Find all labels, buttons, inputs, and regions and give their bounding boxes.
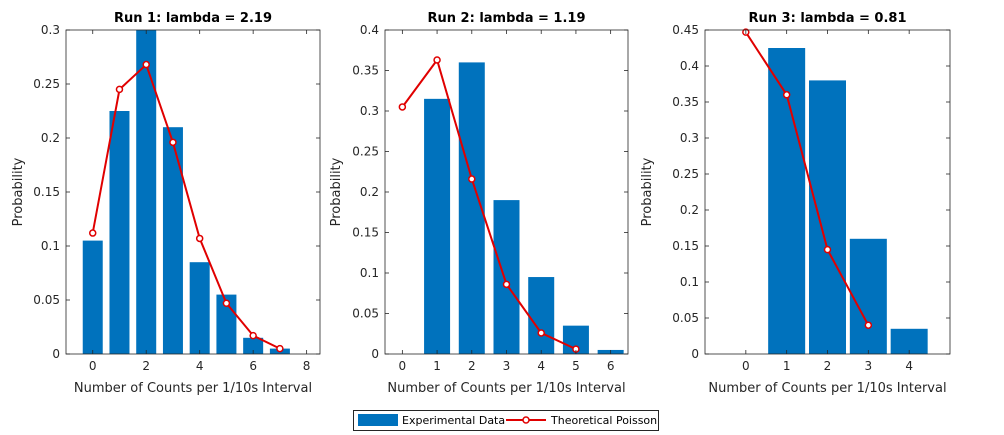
chart-title: Run 3: lambda = 0.81 bbox=[749, 11, 907, 26]
chart-panel-3: 0 0.05 0.1 0.15 0.2 0.25 0.3 0.35 0.4 0.45 0 1 2 3 4 Ru… bbox=[640, 11, 951, 396]
poisson-point bbox=[115, 85, 124, 94]
x-tick-label: 6 bbox=[249, 359, 257, 373]
bar bbox=[849, 238, 887, 354]
y-tick-label: 0.45 bbox=[672, 23, 699, 37]
y-tick-label: 0.3 bbox=[680, 131, 699, 145]
bar bbox=[768, 48, 806, 354]
legend-label-experimental: Experimental Data bbox=[402, 414, 505, 427]
x-tick-label: 1 bbox=[783, 359, 791, 373]
poisson-point bbox=[864, 321, 873, 329]
x-axis-label: Number of Counts per 1/10s Interval bbox=[708, 381, 946, 396]
legend: Experimental Data Theoretical Poisson bbox=[353, 410, 659, 431]
legend-swatch-experimental bbox=[358, 414, 398, 426]
y-tick-label: 0.05 bbox=[33, 293, 60, 307]
y-tick-label: 0.35 bbox=[352, 64, 379, 78]
legend-label-theoretical: Theoretical Poisson bbox=[550, 414, 657, 427]
poisson-point bbox=[537, 329, 545, 337]
x-tick-label: 2 bbox=[468, 359, 476, 373]
poisson-point bbox=[433, 56, 441, 64]
y-tick-label: 0.25 bbox=[33, 77, 60, 91]
y-axis-label: Probability bbox=[640, 157, 655, 226]
poisson-line bbox=[401, 57, 577, 351]
poisson-point bbox=[169, 138, 177, 147]
bar bbox=[136, 30, 157, 354]
poisson-point bbox=[142, 60, 150, 69]
legend-marker-theoretical bbox=[522, 416, 530, 424]
y-tick-label: 0.05 bbox=[352, 307, 379, 321]
chart-panel-1: 0 0.05 0.1 0.15 0.2 0.25 0.3 0 2 4 6 8 Run 1: lambda… bbox=[11, 11, 321, 396]
x-tick-label: 0 bbox=[742, 359, 750, 373]
y-tick-label: 0.05 bbox=[672, 311, 699, 325]
bar bbox=[890, 328, 928, 354]
poisson-point bbox=[468, 175, 476, 183]
y-tick-label: 0.35 bbox=[672, 95, 699, 109]
poisson-point bbox=[249, 331, 257, 340]
x-tick-label: 4 bbox=[537, 359, 545, 373]
x-tick-label: 4 bbox=[196, 359, 204, 373]
y-tick-label: 0.3 bbox=[41, 23, 60, 37]
x-tick-label: 8 bbox=[303, 359, 311, 373]
y-axis-label: Probability bbox=[329, 157, 344, 226]
y-tick-label: 0.15 bbox=[33, 185, 60, 199]
bar bbox=[82, 240, 103, 354]
bar bbox=[424, 98, 451, 354]
y-tick-label: 0.2 bbox=[41, 131, 60, 145]
poisson-point bbox=[782, 91, 791, 99]
bar bbox=[528, 277, 555, 354]
y-tick-label: 0.1 bbox=[41, 239, 60, 253]
poisson-point bbox=[398, 103, 407, 111]
x-tick-label: 4 bbox=[905, 359, 913, 373]
bar bbox=[109, 111, 130, 354]
x-tick-label: 2 bbox=[824, 359, 832, 373]
x-tick-label: 3 bbox=[865, 359, 873, 373]
poisson-point bbox=[823, 245, 832, 254]
x-tick-label: 6 bbox=[607, 359, 615, 373]
x-tick-label: 1 bbox=[433, 359, 441, 373]
y-tick-label: 0.1 bbox=[360, 266, 379, 280]
chart-panel-2: 0 0.05 0.1 0.15 0.2 0.25 0.3 0.35 0.4 0 1 2 3 4 5 6 Run … bbox=[329, 11, 629, 396]
bar bbox=[493, 200, 520, 354]
x-axis-label: Number of Counts per 1/10s Interval bbox=[387, 381, 625, 396]
poisson-point bbox=[195, 234, 204, 243]
chart-title: Run 1: lambda = 2.19 bbox=[114, 11, 272, 26]
bar bbox=[243, 337, 264, 354]
chart-title: Run 2: lambda = 1.19 bbox=[428, 11, 586, 26]
poisson-point bbox=[502, 280, 511, 289]
y-tick-label: 0.2 bbox=[680, 203, 699, 217]
poisson-point bbox=[222, 299, 231, 307]
y-tick-label: 0.1 bbox=[680, 275, 699, 289]
y-tick-label: 0.25 bbox=[352, 145, 379, 159]
y-tick-label: 0.15 bbox=[352, 226, 379, 240]
x-tick-label: 2 bbox=[142, 359, 150, 373]
x-tick-label: 3 bbox=[503, 359, 511, 373]
y-tick-label: 0 bbox=[371, 347, 379, 361]
y-axis-label: Probability bbox=[11, 157, 26, 226]
y-tick-label: 0.3 bbox=[360, 104, 379, 118]
x-tick-label: 0 bbox=[89, 359, 97, 373]
y-tick-label: 0 bbox=[52, 347, 60, 361]
y-tick-label: 0.25 bbox=[672, 167, 699, 181]
poisson-point bbox=[276, 344, 284, 353]
y-tick-label: 0.4 bbox=[360, 23, 379, 37]
y-tick-label: 0.4 bbox=[680, 59, 699, 73]
poisson-line bbox=[91, 62, 281, 350]
x-axis-label: Number of Counts per 1/10s Interval bbox=[74, 381, 312, 396]
x-tick-label: 5 bbox=[572, 359, 580, 373]
bar bbox=[189, 262, 210, 354]
bar bbox=[162, 127, 183, 354]
y-tick-label: 0.2 bbox=[360, 185, 379, 199]
poisson-line bbox=[744, 31, 870, 326]
y-tick-label: 0 bbox=[691, 347, 699, 361]
y-tick-label: 0.15 bbox=[672, 239, 699, 253]
poisson-point bbox=[88, 229, 97, 237]
x-tick-label: 0 bbox=[399, 359, 407, 373]
bar bbox=[809, 80, 846, 355]
